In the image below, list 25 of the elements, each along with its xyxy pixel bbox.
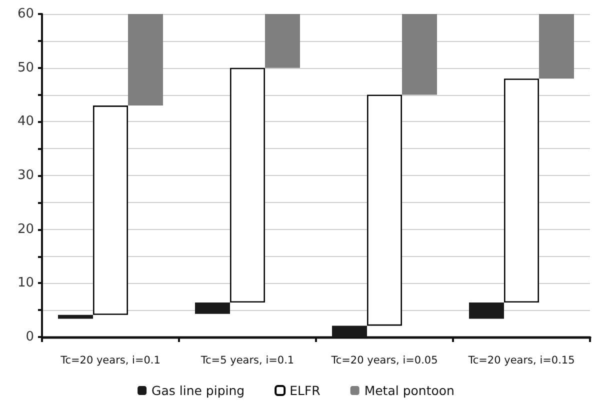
bar: [93, 106, 128, 315]
bar: [469, 302, 504, 319]
x-tick-label: Tc=20 years, i=0.15: [467, 354, 575, 366]
x-tick-label: Tc=5 years, i=0.1: [200, 354, 294, 366]
bar: [128, 14, 163, 106]
legend-label: ELFR: [290, 383, 321, 398]
bar: [58, 314, 93, 319]
y-tick-label: 30: [17, 168, 34, 183]
legend-label: Gas line piping: [152, 383, 245, 398]
y-tick-label: 10: [17, 276, 34, 291]
bar: [504, 78, 539, 303]
y-tick-label: 40: [17, 114, 34, 130]
x-tick-label: Tc=20 years, i=0.05: [330, 354, 438, 366]
bar: [539, 14, 574, 79]
legend-label: Metal pontoon: [364, 383, 454, 398]
y-tick-label: 20: [17, 222, 34, 237]
bar: [195, 302, 230, 314]
bar: [230, 68, 265, 303]
y-tick-label: 0: [26, 330, 34, 344]
x-tick-label: Tc=20 years, i=0.1: [60, 354, 160, 366]
bar: [367, 94, 402, 326]
bar: [265, 14, 300, 68]
bar: [402, 14, 437, 95]
y-tick-label: 50: [17, 60, 34, 76]
y-tick-label: 60: [17, 6, 34, 22]
